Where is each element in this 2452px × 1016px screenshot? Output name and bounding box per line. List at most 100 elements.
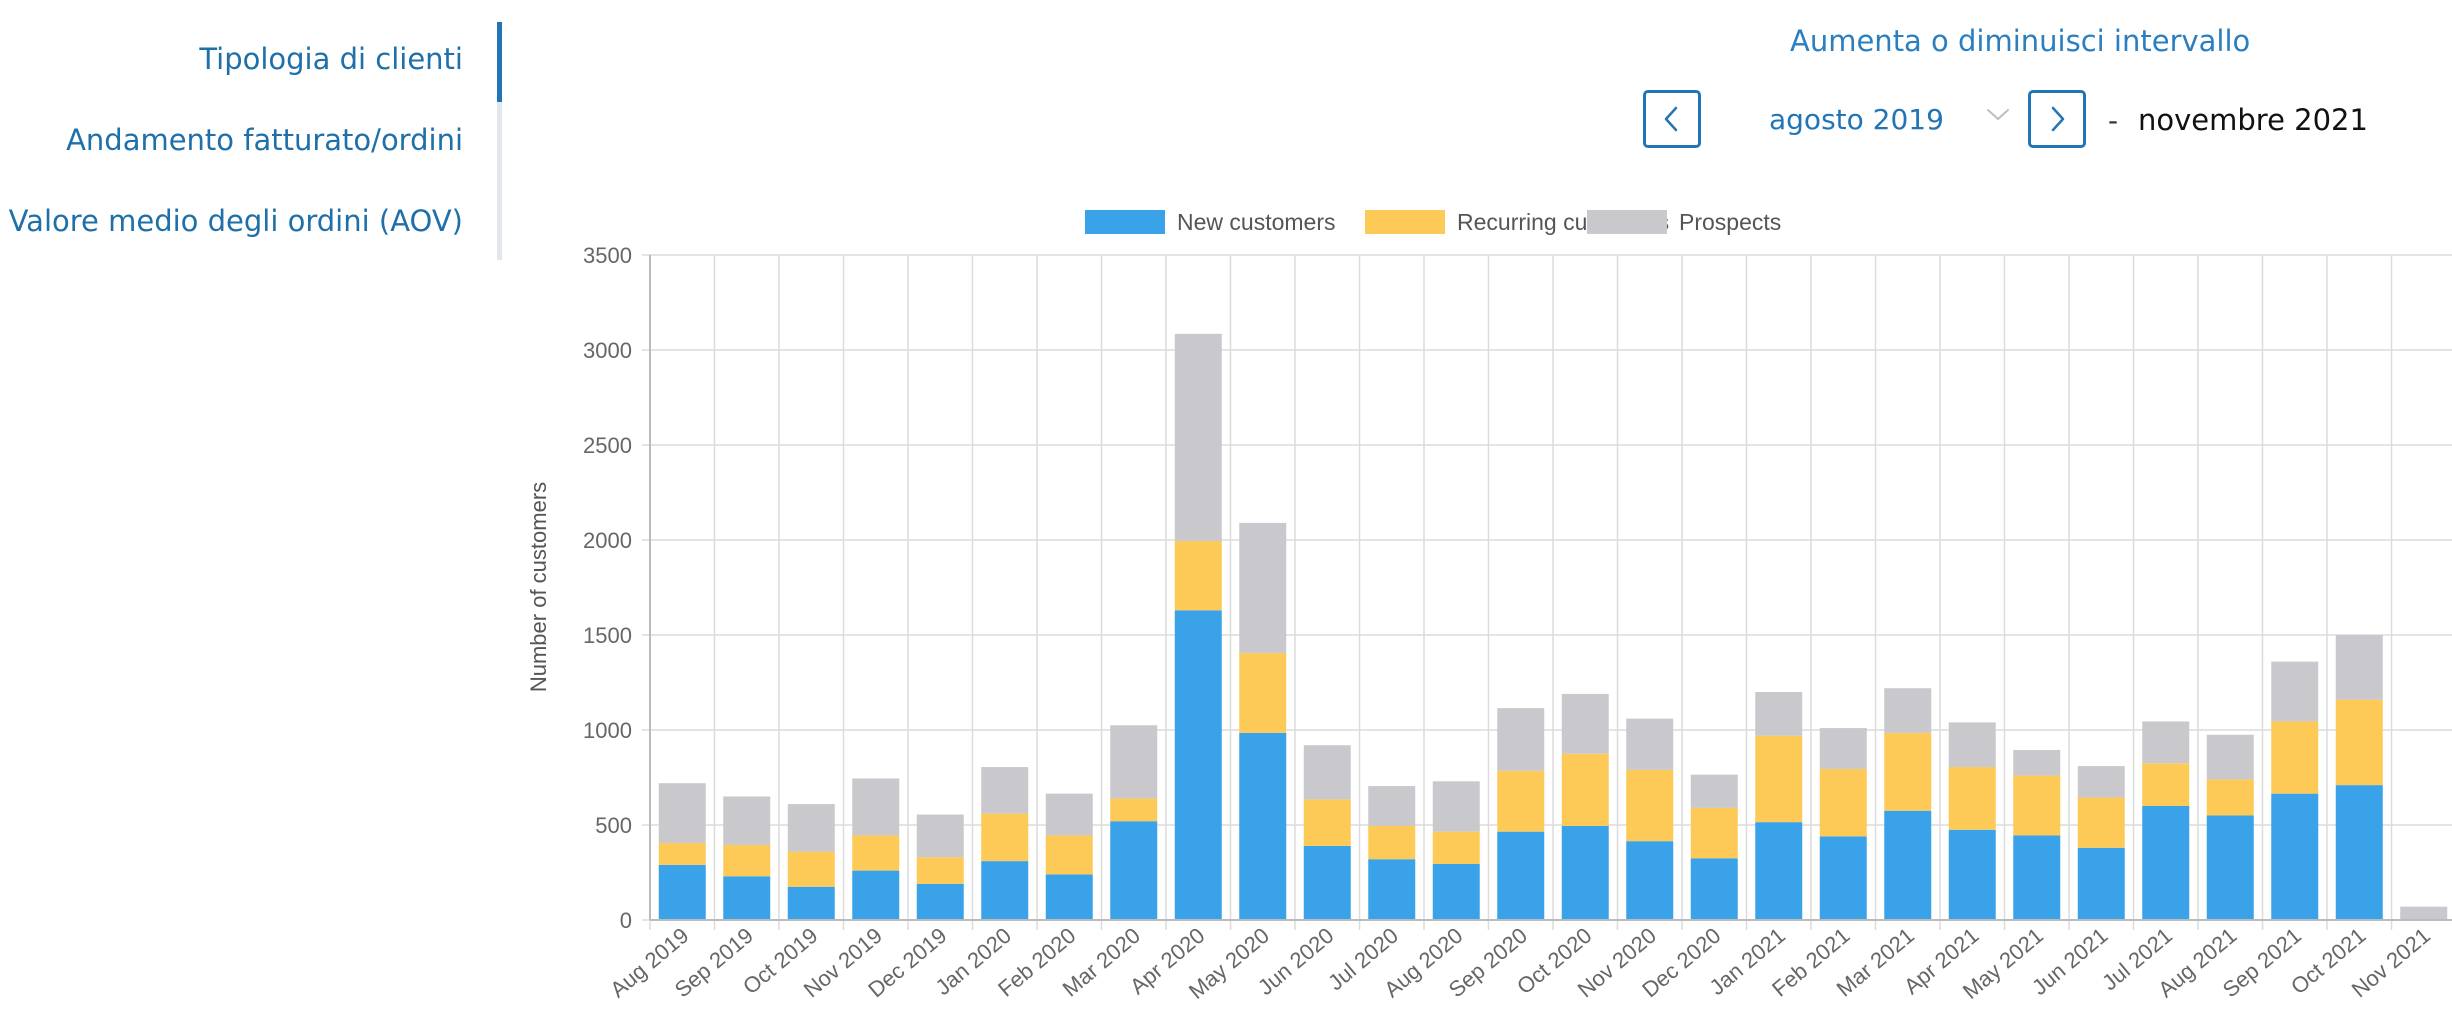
bar-prospects: [1561, 693, 1609, 754]
bar-new-customers: [981, 861, 1029, 920]
bar-prospects: [787, 804, 835, 852]
bar-new-customers: [916, 883, 964, 920]
bar-new-customers: [1497, 831, 1545, 920]
bar-new-customers: [1045, 874, 1093, 920]
legend-label-new-customers: New customers: [1177, 209, 1335, 235]
bar-new-customers: [1368, 859, 1416, 920]
bar-recurring-customers: [1819, 768, 1867, 837]
bar-recurring-customers: [1690, 807, 1738, 859]
bar-recurring-customers: [2271, 721, 2319, 794]
y-tick-label: 2500: [583, 433, 632, 458]
bar-recurring-customers: [1239, 653, 1287, 733]
bar-new-customers: [2206, 815, 2254, 920]
bar-prospects: [1045, 793, 1093, 836]
legend-swatch-prospects: [1587, 210, 1667, 234]
bar-prospects: [1174, 333, 1222, 541]
bar-prospects: [2335, 635, 2383, 700]
start-month-select[interactable]: agosto 2019: [1742, 96, 2012, 142]
bar-recurring-customers: [1626, 769, 1674, 842]
bar-recurring-customers: [1303, 799, 1351, 846]
bar-recurring-customers: [1432, 831, 1480, 864]
bar-recurring-customers: [658, 843, 706, 865]
bar-recurring-customers: [1497, 770, 1545, 832]
nav-item-valore-medio-ordini[interactable]: Valore medio degli ordini (AOV): [8, 204, 463, 238]
bar-new-customers: [1690, 858, 1738, 920]
legend-label-prospects: Prospects: [1679, 209, 1781, 235]
end-month-value: novembre 2021: [2138, 103, 2368, 137]
y-tick-label: 500: [595, 813, 632, 838]
bar-new-customers: [723, 876, 771, 920]
bar-recurring-customers: [723, 844, 771, 877]
start-month-value: agosto 2019: [1769, 102, 1944, 136]
y-tick-label: 0: [620, 908, 632, 933]
bar-prospects: [1690, 774, 1738, 808]
bar-new-customers: [2271, 793, 2319, 920]
next-month-button[interactable]: [2028, 90, 2086, 148]
bar-prospects: [981, 767, 1029, 814]
bar-recurring-customers: [1368, 825, 1416, 860]
bar-recurring-customers: [1561, 753, 1609, 826]
bar-new-customers: [1174, 610, 1222, 920]
y-tick-label: 3000: [583, 338, 632, 363]
bar-recurring-customers: [787, 851, 835, 887]
range-separator: -: [2108, 104, 2119, 137]
nav-item-andamento-fatturato[interactable]: Andamento fatturato/ordini: [66, 123, 463, 157]
chevron-right-icon: [2051, 106, 2065, 132]
y-tick-label: 2000: [583, 528, 632, 553]
bar-new-customers: [787, 886, 835, 920]
prev-month-button[interactable]: [1643, 90, 1701, 148]
bar-prospects: [2077, 766, 2125, 798]
bar-prospects: [2142, 721, 2190, 764]
bar-new-customers: [1884, 810, 1932, 920]
bar-prospects: [723, 796, 771, 845]
bar-new-customers: [2077, 847, 2125, 920]
bar-prospects: [1368, 786, 1416, 826]
nav-item-tipologia-clienti[interactable]: Tipologia di clienti: [199, 42, 463, 76]
bar-new-customers: [1239, 732, 1287, 920]
bar-new-customers: [1819, 836, 1867, 920]
bar-prospects: [658, 783, 706, 844]
y-tick-label: 3500: [583, 243, 632, 268]
bar-prospects: [1884, 688, 1932, 733]
bar-prospects: [1497, 708, 1545, 771]
bar-prospects: [916, 814, 964, 858]
bar-recurring-customers: [852, 835, 900, 871]
bar-recurring-customers: [2335, 699, 2383, 786]
chart-section-nav: Tipologia di clienti Andamento fatturato…: [0, 22, 502, 262]
bar-new-customers: [1626, 841, 1674, 920]
bar-recurring-customers: [2142, 763, 2190, 806]
bar-recurring-customers: [2013, 775, 2061, 836]
nav-rail: [497, 22, 502, 260]
bar-recurring-customers: [1174, 540, 1222, 611]
bar-recurring-customers: [916, 857, 964, 884]
bar-new-customers: [2013, 835, 2061, 920]
y-axis-label: Number of customers: [526, 482, 551, 692]
bar-prospects: [1110, 725, 1158, 799]
bar-prospects: [852, 778, 900, 836]
chart-bars: [658, 333, 2448, 920]
y-tick-label: 1500: [583, 623, 632, 648]
bar-prospects: [1755, 692, 1803, 736]
customers-stacked-bar-chart: New customers Recurring customers Prospect…: [526, 209, 2452, 1004]
bar-recurring-customers: [981, 813, 1029, 862]
bar-new-customers: [2335, 785, 2383, 920]
chevron-left-icon: [1664, 106, 1678, 132]
bar-prospects: [2271, 661, 2319, 722]
bar-new-customers: [1110, 821, 1158, 920]
bar-recurring-customers: [1948, 767, 1996, 830]
bar-prospects: [2013, 749, 2061, 776]
bar-prospects: [1819, 728, 1867, 769]
bar-recurring-customers: [1110, 798, 1158, 822]
bar-prospects: [1239, 522, 1287, 654]
y-tick-label: 1000: [583, 718, 632, 743]
bar-new-customers: [2142, 806, 2190, 920]
bar-new-customers: [1755, 822, 1803, 920]
bar-prospects: [1432, 781, 1480, 832]
y-axis: 0 500 1000 1500 2000 2500 3000 3500: [583, 243, 651, 933]
bar-prospects: [1948, 722, 1996, 768]
legend-swatch-new-customers: [1085, 210, 1165, 234]
range-title: Aumenta o diminuisci intervallo: [1790, 24, 2251, 58]
bar-recurring-customers: [1755, 735, 1803, 823]
legend-swatch-recurring-customers: [1365, 210, 1445, 234]
